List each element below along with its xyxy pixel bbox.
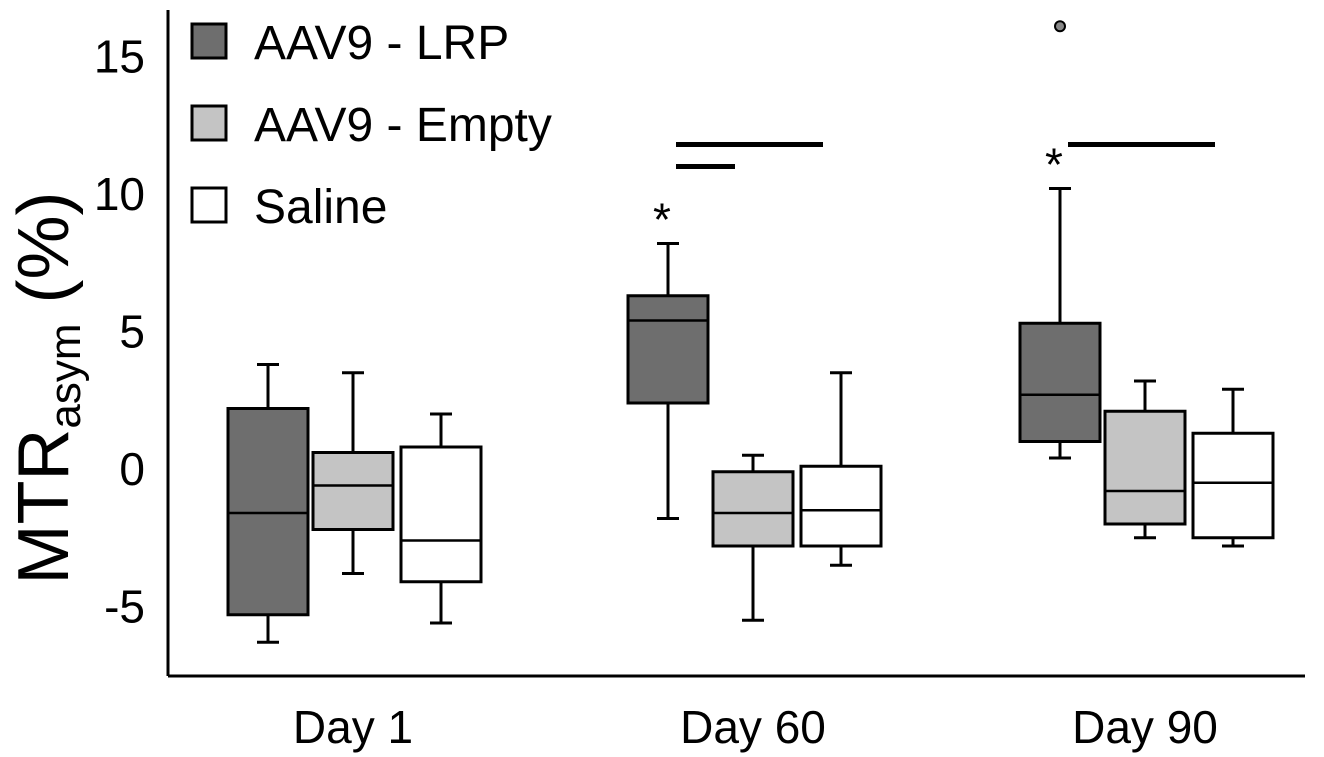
box-group [399,412,483,625]
y-axis-label-subscript: asym [41,323,90,428]
box-group [1191,387,1275,548]
box-group [1103,379,1187,540]
y-axis-label: MTRasym (%) [4,191,90,584]
y-tick-label: 10 [94,168,145,220]
y-tick-label: 0 [119,443,145,495]
boxes [226,20,1275,644]
box-group [311,371,395,575]
box-body [1018,321,1102,443]
box-body [626,294,710,405]
x-category-label: Day 90 [1072,701,1218,753]
y-tick-label: 5 [119,306,145,358]
box-body [1191,431,1275,540]
y-tick-label: 15 [94,31,145,83]
box-group [626,242,710,520]
x-category-label: Day 1 [293,701,413,753]
x-category-labels: Day 1 Day 60 Day 90 [293,701,1218,753]
box-body [1103,409,1187,526]
x-category-label: Day 60 [680,701,826,753]
legend-swatch [190,186,228,224]
significance-star: * [653,194,671,246]
box-body [311,451,395,531]
significance-bars: ** [653,139,1215,246]
y-axis-label-main: MTR [4,429,84,585]
box-body [711,470,795,548]
box-group [711,453,795,622]
y-tick-label: -5 [104,581,145,633]
legend-swatch [190,22,228,60]
box-group [799,371,883,567]
box-body [226,407,310,617]
box-body [399,445,483,584]
box-group [1018,20,1102,460]
box-body [799,464,883,548]
y-ticks: 15 10 5 0 -5 [94,31,145,633]
legend-swatch [190,104,228,142]
significance-star: * [1045,139,1063,191]
legend-label: AAV9 - LRP [254,17,509,70]
axes [166,10,1305,678]
outlier-point [1054,20,1066,33]
legend: AAV9 - LRP AAV9 - Empty Saline [190,17,552,234]
box-group [226,363,310,644]
y-axis-label-suffix: (%) [4,191,84,323]
legend-label: Saline [254,181,387,234]
legend-label: AAV9 - Empty [254,99,552,152]
